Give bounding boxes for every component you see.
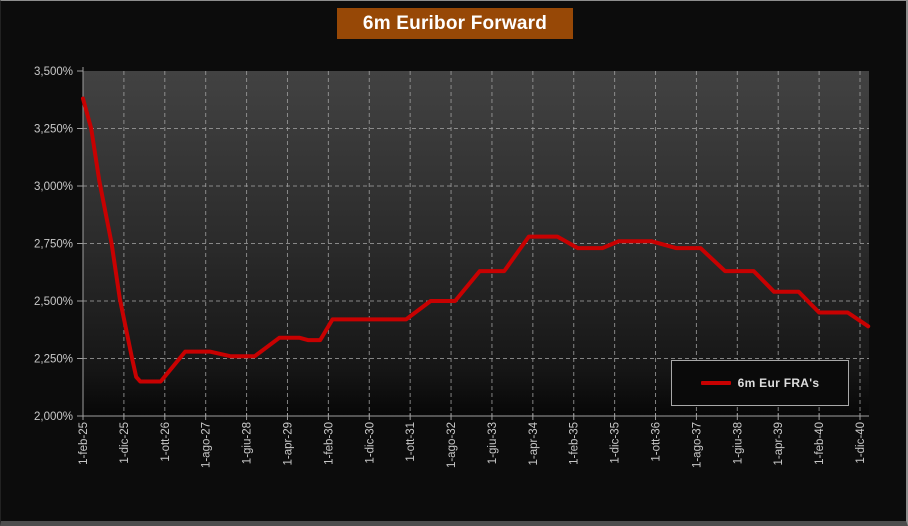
x-axis-label: 1-ott-36 (651, 422, 663, 462)
x-axis-label: 1-ago-37 (691, 422, 703, 468)
x-axis-label: 1-apr-34 (528, 421, 540, 465)
y-axis-label: 2,750% (34, 239, 73, 251)
series-6m-eur-fras (81, 96, 871, 384)
x-axis-label: 1-feb-25 (78, 422, 90, 465)
y-axis-label: 2,250% (34, 354, 73, 366)
x-axis-label: 1-giu-33 (487, 422, 499, 464)
chart-title: 6m Euribor Forward (337, 8, 573, 39)
y-axis-label: 3,250% (34, 124, 73, 136)
legend-box: 6m Eur FRA's (671, 360, 849, 406)
x-axis-label: 1-ago-27 (201, 422, 213, 468)
legend-series-line-swatch (700, 381, 731, 385)
x-axis-label: 1-dic-30 (364, 422, 376, 464)
x-axis-label: 1-dic-25 (119, 422, 131, 464)
x-axis-label: 1-giu-28 (242, 422, 254, 464)
x-axis-label: 1-feb-40 (814, 422, 826, 465)
x-axis-label: 1-apr-29 (282, 422, 294, 465)
legend-series-label: 6m Eur FRA's (737, 376, 820, 390)
x-axis-label: 1-dic-35 (610, 422, 622, 464)
x-axis-label: 1-dic-40 (855, 422, 867, 464)
y-axis-label: 2,500% (34, 296, 73, 308)
x-axis-label: 1-feb-30 (323, 422, 335, 465)
y-axis-label: 3,500% (34, 66, 73, 78)
y-axis-label: 2,000% (34, 411, 73, 423)
x-axis-label: 1-ott-31 (405, 422, 417, 462)
x-axis-label: 1-apr-39 (773, 422, 785, 465)
x-axis-label: 1-giu-38 (732, 422, 744, 464)
y-axis-label: 3,000% (34, 181, 73, 193)
x-axis-label: 1-ago-32 (446, 422, 458, 468)
x-axis-label: 1-feb-35 (569, 422, 581, 465)
x-axis-label: 1-ott-26 (160, 422, 172, 462)
